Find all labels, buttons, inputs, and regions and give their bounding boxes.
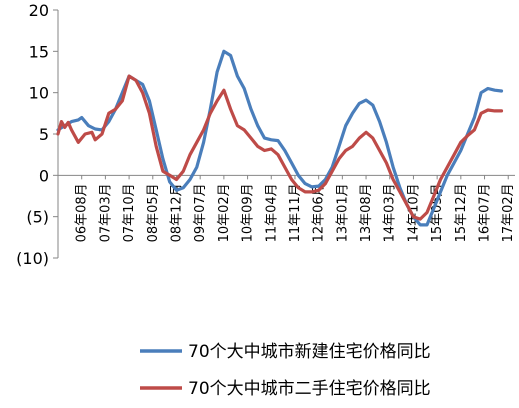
x-tick-label: 16年07月 (478, 183, 493, 242)
legend-label-1: 70个大中城市新建住宅价格同比 (188, 342, 431, 362)
y-tick-label: 5 (39, 125, 49, 144)
series-lines (56, 49, 504, 227)
x-axis: 06年08月 07年03月 07年10月 08年05月 08年12月 09年07月 10年0… (58, 174, 516, 242)
x-tick-label: 17年02月 (501, 183, 516, 242)
y-tick-label: 0 (39, 166, 49, 185)
y-tick-label: 15 (29, 42, 49, 61)
x-tick-label: 13年08月 (359, 183, 374, 242)
x-tick-label: 10年02月 (217, 183, 232, 242)
x-tick-label: 08年05月 (146, 183, 161, 242)
x-tick-label: 14年03月 (383, 183, 398, 242)
series-line-2 (56, 74, 504, 221)
x-tick-label: 15年12月 (454, 183, 469, 242)
y-axis: 20 15 10 5 0 (5) (10) (16, 1, 59, 268)
x-tick-label: 11年11月 (288, 183, 303, 242)
x-tick-label: 14年10月 (406, 183, 421, 242)
y-tick-label: 10 (29, 84, 49, 103)
x-tick-label: 08年12月 (169, 183, 184, 242)
x-tick-label: 10年09月 (241, 183, 256, 242)
y-tick-label: (10) (16, 249, 49, 268)
legend-label-2: 70个大中城市二手住宅价格同比 (188, 379, 431, 399)
x-tick-label: 11年04月 (264, 183, 279, 242)
x-tick-label: 06年08月 (75, 183, 90, 242)
x-tick-label: 07年03月 (98, 183, 113, 242)
legend: 70个大中城市新建住宅价格同比 70个大中城市二手住宅价格同比 (140, 342, 431, 399)
x-tick-label: 07年10月 (122, 183, 137, 242)
x-tick-label: 09年07月 (193, 183, 208, 242)
x-tick-label: 13年01月 (335, 183, 350, 242)
x-tick-label: 12年06月 (312, 183, 327, 242)
y-tick-label: (5) (26, 208, 49, 227)
y-tick-label: 20 (29, 1, 49, 20)
